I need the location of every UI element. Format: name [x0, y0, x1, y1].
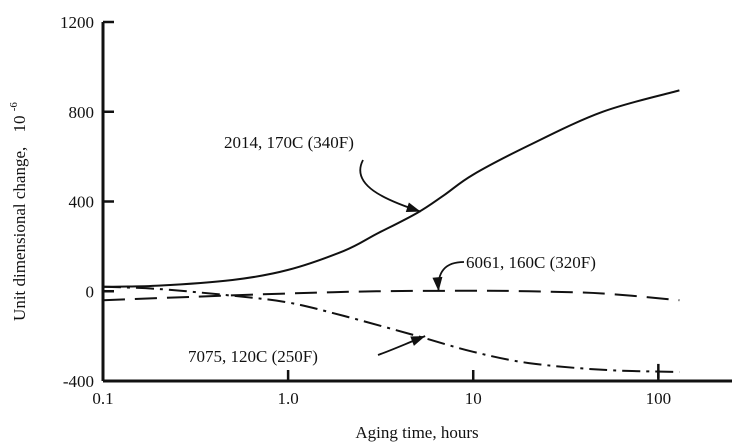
annotation-arrowhead-2 [432, 276, 443, 292]
ticks: -400 0 400 800 1200 0.1 1.0 10 100 [60, 13, 671, 408]
y-tick-label: 400 [69, 193, 95, 212]
series-layer [102, 89, 680, 378]
series-line-3 [102, 285, 680, 373]
annotation-arrow-1 [359, 159, 421, 213]
y-tick-label: 1200 [60, 13, 94, 32]
y-axis-title-text: Unit dimensional change, [10, 147, 29, 321]
annotation-arrowhead-1 [405, 202, 421, 213]
x-tick-label: 0.1 [92, 389, 113, 408]
axes [101, 22, 732, 383]
x-tick-label: 1.0 [277, 389, 298, 408]
x-tick-label: 100 [646, 389, 672, 408]
annotation-label-2: 6061, 160C (320F) [466, 253, 596, 272]
x-axis-title: Aging time, hours [355, 423, 478, 442]
y-tick-label: -400 [63, 372, 94, 391]
y-tick-label: 800 [69, 103, 95, 122]
annotation-layer: 2014, 170C (340F) 6061, 160C (320F) 7075, … [188, 133, 596, 366]
annotation-arrow-2 [437, 261, 465, 292]
y-axis-unit: 10 [10, 115, 29, 132]
y-tick-label: 0 [86, 282, 95, 301]
y-axis-title: Unit dimensional change, 10 -6 [8, 102, 29, 321]
y-axis-unit-exponent: -6 [8, 102, 20, 112]
series-line-2 [102, 289, 680, 302]
annotation-arrowhead-3 [410, 336, 426, 346]
annotation-label-3: 7075, 120C (250F) [188, 347, 318, 366]
annotation-label-1: 2014, 170C (340F) [224, 133, 354, 152]
series-line-1 [102, 89, 680, 288]
x-tick-label: 10 [465, 389, 482, 408]
